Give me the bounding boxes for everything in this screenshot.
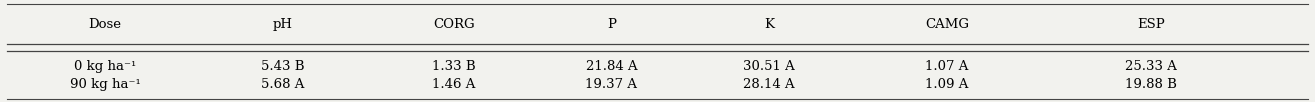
Text: CAMG: CAMG (924, 18, 969, 31)
Text: 21.84 A: 21.84 A (585, 60, 638, 73)
Text: 25.33 A: 25.33 A (1124, 60, 1177, 73)
Text: 28.14 A: 28.14 A (743, 78, 796, 91)
Text: Dose: Dose (88, 18, 122, 31)
Text: 1.33 B: 1.33 B (431, 60, 476, 73)
Text: 90 kg ha⁻¹: 90 kg ha⁻¹ (70, 78, 141, 91)
Text: CORG: CORG (433, 18, 475, 31)
Text: 1.07 A: 1.07 A (926, 60, 968, 73)
Text: 19.37 A: 19.37 A (585, 78, 638, 91)
Text: 5.43 B: 5.43 B (260, 60, 305, 73)
Text: 0 kg ha⁻¹: 0 kg ha⁻¹ (74, 60, 137, 73)
Text: P: P (608, 18, 615, 31)
Text: pH: pH (272, 18, 293, 31)
Text: 5.68 A: 5.68 A (262, 78, 304, 91)
Text: ESP: ESP (1136, 18, 1165, 31)
Text: 1.09 A: 1.09 A (926, 78, 968, 91)
Text: 30.51 A: 30.51 A (743, 60, 796, 73)
Text: 19.88 B: 19.88 B (1124, 78, 1177, 91)
Text: K: K (764, 18, 775, 31)
Text: 1.46 A: 1.46 A (433, 78, 475, 91)
